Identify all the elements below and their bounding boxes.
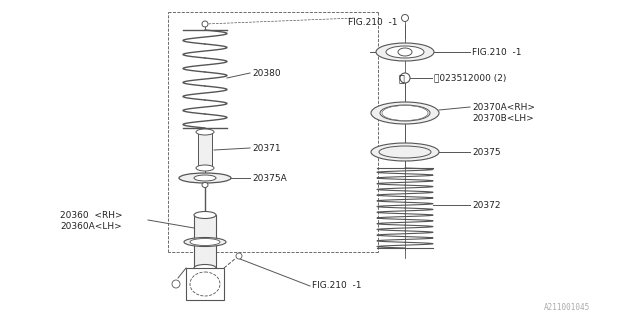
Text: 20375: 20375 [472,148,500,156]
Ellipse shape [398,48,412,56]
Text: 20371: 20371 [252,143,280,153]
Text: 20375A: 20375A [252,173,287,182]
Ellipse shape [196,165,214,171]
Bar [186,268,224,300]
Text: Ⓝ023512000 (2): Ⓝ023512000 (2) [434,74,506,83]
Text: 20360  <RH>: 20360 <RH> [60,211,123,220]
Text: 20372: 20372 [472,201,500,210]
Bar [198,132,212,168]
Ellipse shape [380,105,430,121]
Ellipse shape [393,108,417,118]
Ellipse shape [194,212,216,219]
Text: 20380: 20380 [252,68,280,77]
Ellipse shape [382,106,428,121]
Text: FIG.210  -1: FIG.210 -1 [472,47,522,57]
Ellipse shape [400,109,410,116]
Ellipse shape [400,73,410,83]
Text: 20360A<LH>: 20360A<LH> [60,221,122,230]
Text: FIG.210  -1: FIG.210 -1 [312,282,362,291]
Text: FIG.210  -1: FIG.210 -1 [348,18,397,27]
Ellipse shape [385,107,425,119]
Ellipse shape [202,182,208,188]
Ellipse shape [389,108,421,118]
Ellipse shape [172,280,180,288]
Text: A211001045: A211001045 [544,303,590,312]
Ellipse shape [190,238,220,245]
Ellipse shape [194,175,216,181]
Text: Ⓝ: Ⓝ [398,73,404,83]
Ellipse shape [371,143,439,161]
Bar [194,215,216,268]
Ellipse shape [179,173,231,183]
Ellipse shape [376,43,434,61]
Ellipse shape [202,21,208,27]
Text: 20370B<LH>: 20370B<LH> [472,114,534,123]
Ellipse shape [236,253,242,259]
Ellipse shape [190,272,220,296]
Text: 20370A<RH>: 20370A<RH> [472,102,535,111]
Ellipse shape [371,102,439,124]
Ellipse shape [196,129,214,135]
Ellipse shape [401,14,408,21]
Ellipse shape [379,146,431,158]
Ellipse shape [194,265,216,271]
Ellipse shape [386,46,424,58]
Ellipse shape [184,237,226,246]
